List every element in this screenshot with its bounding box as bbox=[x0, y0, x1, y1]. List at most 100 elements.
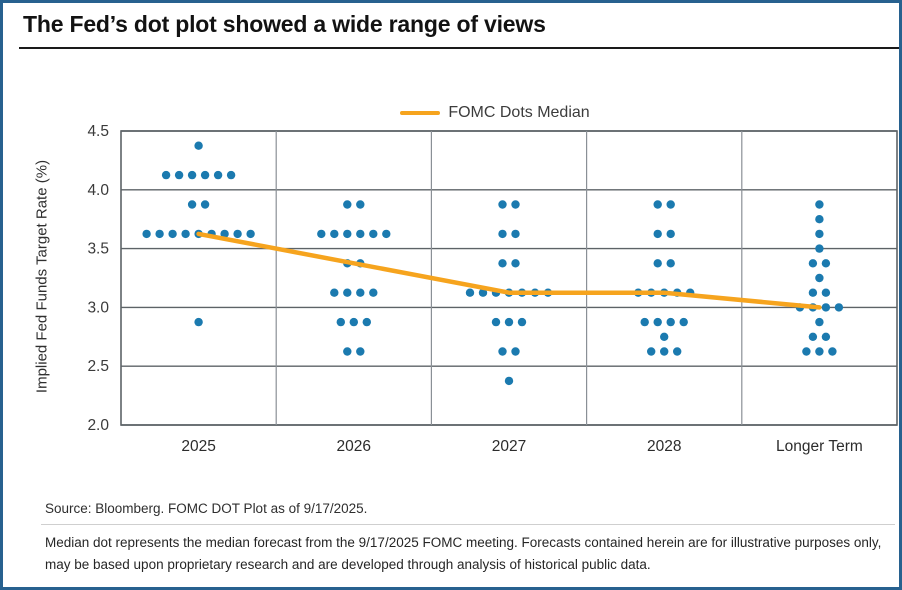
fomc-dot bbox=[808, 332, 818, 341]
fomc-dot bbox=[343, 347, 352, 356]
y-tick-label: 4.5 bbox=[87, 123, 109, 140]
fomc-dot bbox=[821, 288, 831, 297]
fomc-dot bbox=[200, 170, 210, 180]
fomc-dot bbox=[187, 170, 197, 180]
fomc-dot bbox=[187, 200, 197, 209]
fomc-dot bbox=[653, 229, 662, 239]
fomc-dot bbox=[647, 347, 656, 356]
plot-frame bbox=[120, 130, 898, 426]
fomc-dot bbox=[815, 273, 824, 283]
fomc-dot bbox=[653, 317, 662, 327]
chart-legend: FOMC Dots Median bbox=[121, 104, 869, 122]
fomc-dot bbox=[498, 259, 507, 268]
fomc-dot bbox=[673, 347, 682, 356]
fomc-dot bbox=[194, 317, 203, 327]
fomc-dot bbox=[498, 229, 507, 239]
fomc-dot bbox=[213, 170, 223, 180]
x-axis-label: 2025 bbox=[181, 438, 215, 455]
fomc-dot bbox=[349, 317, 358, 327]
fomc-dot bbox=[666, 200, 675, 209]
x-axis-label: 2028 bbox=[647, 438, 681, 455]
fomc-dot bbox=[666, 229, 675, 239]
fomc-dot bbox=[343, 229, 352, 239]
fomc-dot bbox=[666, 317, 675, 327]
fomc-dot bbox=[802, 347, 811, 356]
fomc-dot bbox=[174, 170, 184, 180]
fomc-dot bbox=[834, 303, 844, 312]
fomc-dot bbox=[382, 229, 391, 239]
fomc-dot bbox=[356, 229, 365, 239]
fomc-dot bbox=[161, 170, 171, 180]
fomc-dot bbox=[246, 229, 255, 239]
fomc-dot bbox=[362, 317, 371, 327]
fomc-dot bbox=[511, 200, 520, 209]
x-axis-label: 2027 bbox=[492, 438, 526, 455]
y-tick-label: 3.0 bbox=[87, 299, 109, 316]
title-divider bbox=[19, 47, 899, 49]
fomc-dot bbox=[640, 317, 649, 327]
fomc-dot bbox=[653, 200, 662, 209]
fomc-dot bbox=[317, 229, 326, 239]
fomc-dot bbox=[660, 347, 669, 356]
fomc-dot bbox=[168, 229, 177, 239]
fomc-dot bbox=[815, 200, 824, 209]
fomc-dot bbox=[233, 229, 242, 239]
fomc-dot bbox=[356, 200, 365, 209]
fomc-dot bbox=[369, 229, 378, 239]
median-line-swatch-icon bbox=[400, 111, 441, 115]
fomc-dot bbox=[666, 259, 675, 268]
fomc-dot bbox=[511, 229, 520, 239]
y-tick-label: 2.5 bbox=[87, 358, 109, 375]
x-axis-label: Longer Term bbox=[776, 438, 863, 455]
fomc-dot bbox=[821, 332, 831, 341]
disclaimer-footnote: Median dot represents the median forecas… bbox=[45, 535, 882, 572]
fomc-dot bbox=[343, 200, 352, 209]
fomc-dot bbox=[200, 200, 210, 209]
fomc-dot bbox=[343, 288, 352, 297]
fomc-dot bbox=[815, 244, 824, 253]
fomc-dot bbox=[504, 317, 514, 327]
source-note: Source: Bloomberg. FOMC DOT Plot as of 9… bbox=[45, 501, 368, 516]
fomc-dot bbox=[142, 229, 151, 239]
fomc-dot bbox=[356, 288, 365, 297]
y-tick-label: 3.5 bbox=[87, 241, 109, 258]
y-tick-label: 2.0 bbox=[87, 417, 109, 434]
page-title: The Fed’s dot plot showed a wide range o… bbox=[23, 11, 546, 37]
fomc-dot bbox=[821, 259, 831, 268]
fomc-dot bbox=[465, 288, 475, 297]
median-line bbox=[196, 231, 822, 310]
dot-plot-chart: 4.5 4.0 3.5 3.0 2.5 2.0 2025 2026 2027 2028 Longer… bbox=[87, 123, 898, 455]
fomc-dot bbox=[369, 288, 378, 297]
fomc-dot bbox=[808, 288, 818, 297]
fomc-dot bbox=[679, 317, 688, 327]
fomc-dot bbox=[815, 317, 824, 327]
fomc-dot bbox=[828, 347, 837, 356]
fomc-dot bbox=[815, 347, 824, 356]
fomc-dot bbox=[330, 288, 339, 297]
fomc-dot bbox=[511, 259, 520, 268]
fomc-dot bbox=[660, 332, 669, 341]
fomc-dot bbox=[808, 259, 818, 268]
fomc-dot bbox=[653, 259, 662, 268]
footnote-divider bbox=[41, 524, 895, 525]
fomc-dot bbox=[815, 229, 824, 239]
fomc-dot bbox=[815, 215, 824, 224]
legend-label: FOMC Dots Median bbox=[448, 104, 590, 121]
fomc-dot bbox=[498, 347, 507, 356]
fomc-dot bbox=[226, 170, 236, 180]
fomc-dot bbox=[220, 229, 229, 239]
fomc-dot bbox=[491, 317, 501, 327]
fomc-dot bbox=[194, 141, 203, 150]
y-tick-label: 4.0 bbox=[87, 182, 109, 199]
fomc-dot bbox=[330, 229, 339, 239]
fomc-dot bbox=[821, 303, 831, 312]
fomc-dot bbox=[181, 229, 190, 239]
fomc-dot bbox=[356, 347, 365, 356]
fomc-dot bbox=[478, 288, 488, 297]
fomc-dot bbox=[511, 347, 520, 356]
fomc-dot bbox=[336, 317, 345, 327]
x-axis-label: 2026 bbox=[337, 438, 371, 455]
fomc-dot bbox=[517, 317, 527, 327]
fomc-dot bbox=[498, 200, 507, 209]
